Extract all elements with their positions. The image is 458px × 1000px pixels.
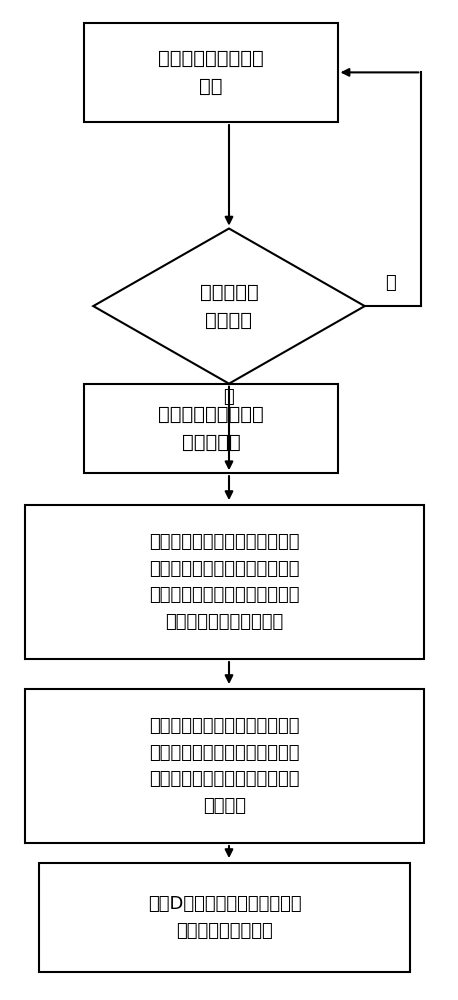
FancyBboxPatch shape — [25, 689, 424, 843]
Text: 是: 是 — [224, 388, 234, 406]
Text: 判定故障是
否发生？: 判定故障是 否发生？ — [200, 283, 258, 330]
FancyBboxPatch shape — [25, 505, 424, 659]
FancyBboxPatch shape — [84, 23, 338, 122]
Text: 低采样率设备相关度
计算: 低采样率设备相关度 计算 — [158, 49, 264, 96]
FancyBboxPatch shape — [84, 384, 338, 473]
Text: 启动高采样率设备进
行故障录波: 启动高采样率设备进 行故障录波 — [158, 405, 264, 452]
Text: 统计初始行波方向相反的相邻节
点，从中计算选出行波到达时刻
之和最小的一组作为故障线路的
两端节点: 统计初始行波方向相反的相邻节 点，从中计算选出行波到达时刻 之和最小的一组作为故… — [149, 717, 300, 815]
Text: 对各个监测点故障波形进行短时
傅里叶变换，得出各个监测点初
始行波到达时刻与行波极性，并
结合拓扑图得出行波方向: 对各个监测点故障波形进行短时 傅里叶变换，得出各个监测点初 始行波到达时刻与行波… — [149, 533, 300, 631]
FancyBboxPatch shape — [39, 863, 410, 972]
Text: 否: 否 — [386, 274, 396, 292]
Text: 利用D型行波法公式计算出故障
位置，完成故障定位: 利用D型行波法公式计算出故障 位置，完成故障定位 — [147, 895, 301, 940]
Polygon shape — [93, 229, 365, 384]
